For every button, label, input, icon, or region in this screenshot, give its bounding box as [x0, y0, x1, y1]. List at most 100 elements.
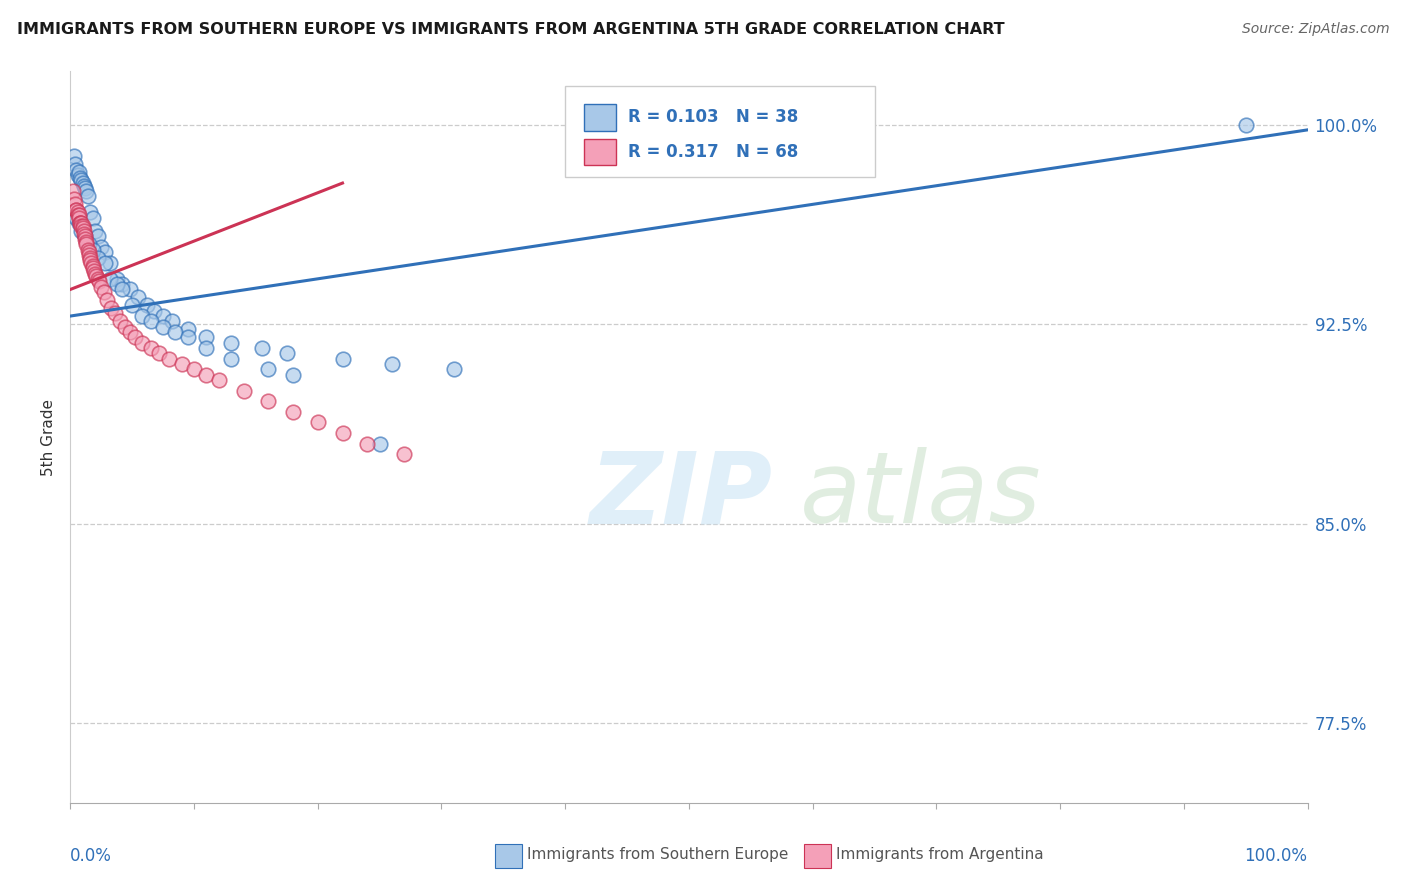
Y-axis label: 5th Grade: 5th Grade — [41, 399, 56, 475]
Point — [124, 330, 146, 344]
Point — [93, 285, 115, 299]
Point — [90, 240, 112, 254]
Point — [65, 211, 87, 225]
Point — [177, 322, 200, 336]
Point — [76, 189, 98, 203]
Point — [257, 394, 280, 409]
Point — [104, 306, 127, 320]
Point — [257, 362, 280, 376]
Point — [118, 325, 141, 339]
Point — [368, 436, 391, 450]
Point — [381, 357, 404, 371]
Point — [75, 237, 97, 252]
Point — [66, 208, 89, 222]
Text: Immigrants from Argentina: Immigrants from Argentina — [837, 847, 1043, 863]
Point — [67, 216, 90, 230]
Point — [114, 319, 136, 334]
Point — [75, 181, 97, 195]
Point — [94, 256, 117, 270]
Point — [170, 357, 193, 371]
Point — [208, 373, 231, 387]
Point — [98, 256, 121, 270]
Point — [250, 341, 273, 355]
Point — [281, 405, 304, 419]
Point — [276, 346, 298, 360]
Text: atlas: atlas — [800, 447, 1042, 544]
Point — [63, 149, 86, 163]
Point — [79, 251, 101, 265]
Text: ZIP: ZIP — [591, 447, 773, 544]
Point — [94, 245, 117, 260]
Point — [157, 351, 180, 366]
Point — [136, 298, 159, 312]
Point — [82, 259, 104, 273]
Point — [67, 211, 90, 225]
Point — [96, 293, 118, 307]
Point — [160, 314, 183, 328]
Point — [84, 224, 107, 238]
Point — [65, 157, 87, 171]
Point — [65, 202, 87, 217]
Text: R = 0.103   N = 38: R = 0.103 N = 38 — [628, 109, 799, 127]
Point — [75, 229, 97, 244]
Point — [65, 162, 87, 177]
Point — [69, 170, 91, 185]
Point — [139, 314, 162, 328]
Point — [183, 362, 205, 376]
Text: 0.0%: 0.0% — [70, 847, 112, 864]
Point — [152, 309, 174, 323]
Point — [86, 272, 108, 286]
Point — [118, 283, 141, 297]
Point — [70, 216, 93, 230]
Point — [152, 319, 174, 334]
Point — [356, 436, 378, 450]
Point — [82, 243, 104, 257]
Point — [75, 229, 97, 244]
Point — [281, 368, 304, 382]
Point — [90, 280, 112, 294]
Point — [111, 277, 134, 292]
FancyBboxPatch shape — [583, 138, 616, 165]
Point — [73, 227, 96, 241]
Point — [105, 277, 128, 292]
Point — [79, 253, 101, 268]
Point — [219, 351, 242, 366]
Point — [121, 298, 143, 312]
Text: IMMIGRANTS FROM SOUTHERN EUROPE VS IMMIGRANTS FROM ARGENTINA 5TH GRADE CORRELATI: IMMIGRANTS FROM SOUTHERN EUROPE VS IMMIG… — [17, 22, 1004, 37]
Point — [82, 211, 104, 225]
Point — [98, 272, 121, 286]
Point — [100, 301, 122, 315]
Point — [84, 267, 107, 281]
Point — [72, 176, 94, 190]
FancyBboxPatch shape — [565, 86, 875, 178]
Point — [143, 303, 166, 318]
Point — [67, 208, 90, 222]
Point — [195, 368, 218, 382]
Point — [69, 216, 91, 230]
Point — [70, 219, 93, 233]
Point — [69, 216, 91, 230]
Text: 100.0%: 100.0% — [1244, 847, 1308, 864]
Point — [77, 245, 100, 260]
Point — [177, 330, 200, 344]
Point — [108, 314, 131, 328]
Point — [76, 243, 98, 257]
Point — [67, 165, 90, 179]
Point — [79, 205, 101, 219]
Point — [332, 426, 354, 441]
Point — [75, 232, 97, 246]
Point — [87, 275, 110, 289]
Point — [111, 283, 134, 297]
Point — [443, 362, 465, 376]
Point — [75, 235, 97, 249]
Point — [1234, 118, 1257, 132]
Point — [195, 330, 218, 344]
Point — [83, 264, 105, 278]
Point — [65, 202, 87, 217]
Point — [72, 219, 94, 233]
FancyBboxPatch shape — [804, 845, 831, 868]
Point — [165, 325, 187, 339]
Point — [77, 237, 100, 252]
Point — [66, 205, 89, 219]
Point — [65, 197, 87, 211]
